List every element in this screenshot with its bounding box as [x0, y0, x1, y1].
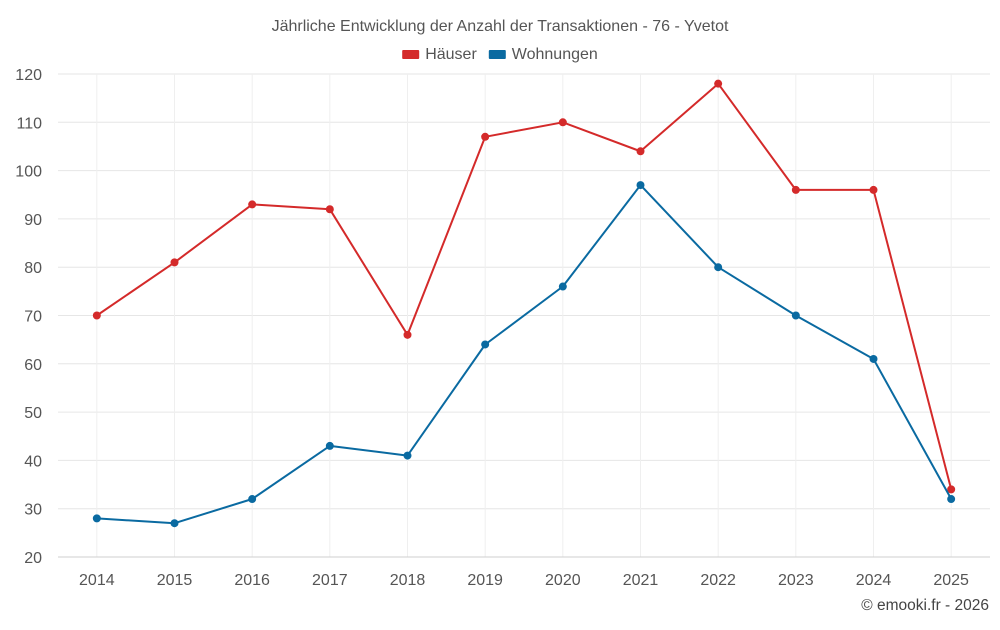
x-tick-label: 2014	[79, 572, 115, 589]
x-tick-label: 2017	[312, 572, 348, 589]
data-point-wohnungen	[714, 263, 723, 272]
data-point-h-user	[325, 205, 334, 214]
y-tick-label: 120	[15, 67, 42, 84]
y-tick-label: 100	[15, 164, 42, 181]
legend: Häuser Wohnungen	[402, 46, 598, 63]
data-point-wohnungen	[248, 495, 257, 504]
data-point-h-user	[170, 258, 179, 267]
copyright-text: © emooki.fr - 2026	[861, 597, 989, 614]
legend-item: Wohnungen	[488, 46, 598, 63]
y-tick-label: 40	[24, 453, 42, 470]
data-point-h-user	[714, 79, 723, 88]
data-point-wohnungen	[403, 451, 412, 460]
legend-label: Wohnungen	[512, 46, 598, 63]
y-tick-label: 110	[16, 115, 42, 132]
series-line-wohnungen	[96, 184, 953, 525]
y-tick-label: 70	[24, 309, 42, 326]
data-point-h-user	[92, 311, 101, 320]
series-line-h-user	[96, 82, 953, 490]
x-tick-label: 2019	[467, 572, 503, 589]
y-tick-label: 50	[24, 405, 42, 422]
y-tick-label: 60	[24, 357, 42, 374]
y-axis: 20 30 40 50 60 70 80 90 100 110 120	[15, 67, 42, 567]
data-point-wohnungen	[170, 519, 179, 528]
x-tick-label: 2021	[623, 572, 659, 589]
x-tick-label: 2015	[157, 572, 193, 589]
x-tick-label: 2023	[778, 572, 814, 589]
y-tick-label: 80	[24, 260, 42, 277]
data-point-h-user	[791, 185, 800, 194]
data-point-h-user	[869, 185, 878, 194]
x-tick-label: 2020	[545, 572, 581, 589]
x-tick-label: 2016	[234, 572, 270, 589]
data-point-h-user	[248, 200, 257, 209]
grid	[58, 73, 990, 558]
data-point-h-user	[481, 132, 490, 141]
data-point-wohnungen	[636, 181, 645, 190]
data-point-h-user	[636, 147, 645, 156]
x-tick-label: 2022	[700, 572, 736, 589]
data-point-wohnungen	[947, 495, 956, 504]
data-point-h-user	[947, 485, 956, 494]
data-point-wohnungen	[558, 282, 567, 291]
data-point-h-user	[558, 118, 567, 127]
data-point-wohnungen	[869, 354, 878, 363]
x-tick-label: 2024	[856, 572, 892, 589]
data-point-h-user	[403, 330, 412, 339]
y-tick-label: 90	[24, 212, 42, 229]
data-point-wohnungen	[481, 340, 490, 349]
chart-title: Jährliche Entwicklung der Anzahl der Tra…	[272, 18, 729, 35]
legend-swatch	[488, 50, 506, 59]
legend-label: Häuser	[425, 46, 477, 63]
y-tick-label: 30	[24, 502, 42, 519]
legend-item: Häuser	[402, 46, 477, 63]
x-tick-label: 2018	[390, 572, 426, 589]
y-tick-label: 20	[24, 550, 42, 567]
x-tick-label: 2025	[933, 572, 969, 589]
data-point-wohnungen	[325, 441, 334, 450]
legend-swatch	[402, 50, 420, 59]
series-group	[92, 79, 956, 528]
data-point-wohnungen	[791, 311, 800, 320]
data-point-wohnungen	[92, 514, 101, 523]
x-axis: 2014 2015 2016 2017 2018 2019 2020 2021 2022 2023…	[58, 556, 990, 589]
